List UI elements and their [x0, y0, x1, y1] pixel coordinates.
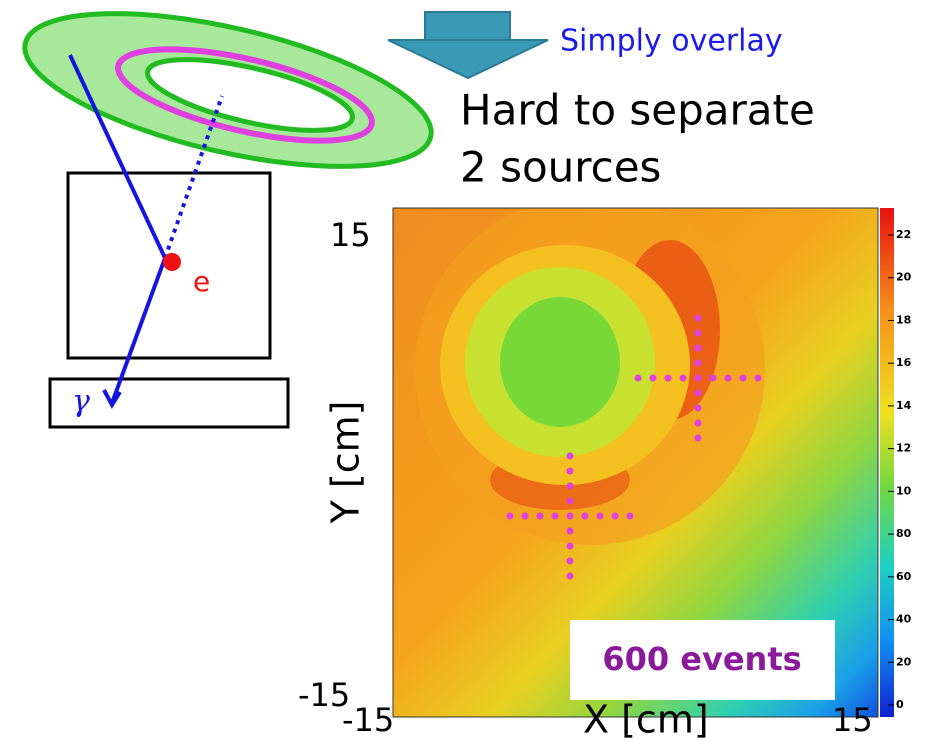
marker-dot — [695, 420, 702, 427]
marker-dot — [755, 375, 762, 382]
x-tick-label: 15 — [832, 701, 873, 739]
marker-dot — [507, 513, 514, 520]
marker-dot — [552, 513, 559, 520]
colorbar-label: 40 — [896, 613, 912, 626]
marker-dot — [567, 513, 574, 520]
marker-dot — [597, 513, 604, 520]
electron-label: e — [193, 265, 210, 298]
marker-dot — [665, 375, 672, 382]
marker-dot — [740, 375, 747, 382]
x-tick-label: -15 — [342, 701, 394, 739]
marker-dot — [567, 543, 574, 550]
electron-dot — [163, 253, 181, 271]
colorbar-label: 60 — [896, 570, 912, 583]
marker-dot — [695, 330, 702, 337]
colorbar-label: 20 — [896, 271, 912, 284]
y-tick-label: 15 — [330, 216, 371, 254]
marker-dot — [650, 375, 657, 382]
marker-dot — [567, 483, 574, 490]
slide: e γ Simply overlay Hard to separate 2 so… — [0, 0, 941, 741]
marker-dot — [567, 453, 574, 460]
gamma-label: γ — [72, 384, 90, 419]
annotation: 600 events — [602, 640, 801, 678]
marker-dot — [680, 375, 687, 382]
marker-dot — [695, 435, 702, 442]
marker-dot — [695, 360, 702, 367]
marker-dot — [695, 315, 702, 322]
y-axis-label: Y [cm] — [324, 401, 368, 525]
marker-dot — [567, 558, 574, 565]
colorbar-label: 20 — [896, 655, 912, 668]
header-line: 2 sources — [460, 143, 661, 192]
marker-dot — [582, 513, 589, 520]
colorbar — [880, 208, 894, 717]
colorbar-label: 14 — [896, 399, 912, 412]
marker-dot — [567, 468, 574, 475]
marker-dot — [522, 513, 529, 520]
marker-dot — [537, 513, 544, 520]
marker-dot — [695, 345, 702, 352]
header-line: Hard to separate — [460, 86, 815, 135]
colorbar-label: 12 — [896, 442, 911, 455]
marker-dot — [627, 513, 634, 520]
marker-dot — [710, 375, 717, 382]
arrow-label: Simply overlay — [560, 24, 783, 59]
marker-dot — [725, 375, 732, 382]
colorbar-label: 10 — [896, 484, 912, 497]
down-arrow — [388, 12, 548, 78]
marker-dot — [635, 375, 642, 382]
marker-dot — [612, 513, 619, 520]
colorbar-label: 0 — [896, 698, 904, 711]
ring-diagram — [11, 0, 444, 197]
marker-dot — [567, 528, 574, 535]
marker-dot — [695, 390, 702, 397]
colorbar-label: 22 — [896, 228, 911, 241]
colorbar-label: 18 — [896, 313, 911, 326]
marker-dot — [567, 573, 574, 580]
marker-dot — [695, 405, 702, 412]
marker-dot — [695, 375, 702, 382]
x-axis-label: X [cm] — [583, 698, 709, 741]
colorbar-label: 80 — [896, 527, 912, 540]
marker-dot — [567, 498, 574, 505]
colorbar-label: 16 — [896, 356, 912, 369]
